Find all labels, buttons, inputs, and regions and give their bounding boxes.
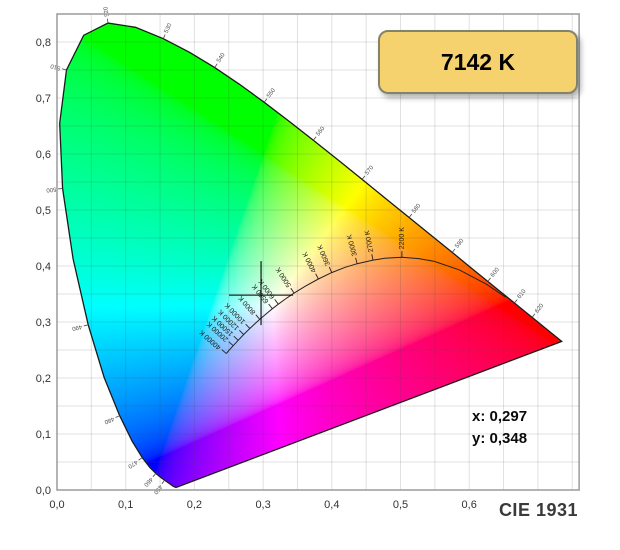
cct-tick-label: 3600 K: [317, 243, 332, 266]
wavelength-tick-label: 620: [534, 303, 545, 315]
wavelength-tick-label: 460: [142, 476, 154, 488]
wavelength-tick-label: 480: [103, 415, 115, 425]
cct-tick-label: 3000 K: [346, 233, 358, 257]
y-tick-label: 0,2: [36, 373, 51, 385]
x-axis: 0,0 0,1 0,2 0,3 0,4 0,5 0,6: [49, 499, 476, 511]
planckian-locus-curve: [225, 256, 506, 354]
wavelength-tick: [161, 479, 165, 484]
wavelength-ticks: 4504604704804905005105205305405505605705…: [45, 6, 545, 496]
cct-tick-label: 8000 K: [237, 294, 257, 316]
cct-tick: [315, 273, 319, 280]
x-tick-label: 0,6: [462, 499, 477, 511]
wavelength-tick: [531, 313, 536, 318]
cct-tick: [221, 349, 227, 354]
x-tick-label: 0,3: [255, 499, 270, 511]
y-tick-label: 0,0: [36, 485, 51, 497]
spectral-locus-outline: [59, 22, 563, 488]
wavelength-tick-label: 560: [315, 125, 326, 137]
wavelength-tick: [487, 277, 491, 282]
wavelength-tick: [214, 63, 218, 68]
y-tick-label: 0,8: [36, 37, 51, 49]
cct-tick: [245, 323, 251, 329]
chromaticity-marker[interactable]: [229, 261, 294, 326]
cct-tick: [233, 335, 239, 341]
y-axis: 0,0 0,1 0,2 0,3 0,4 0,5 0,6 0,7 0,8: [36, 37, 51, 497]
y-tick-label: 0,3: [36, 317, 51, 329]
x-tick-label: 0,1: [118, 499, 133, 511]
wavelength-tick: [152, 473, 157, 477]
cct-badge: 7142 K: [378, 30, 578, 94]
wavelength-tick-label: 520: [103, 6, 111, 17]
readout-x: x: 0,297: [472, 408, 528, 425]
wavelength-tick: [263, 98, 268, 103]
cct-tick: [274, 299, 279, 305]
cct-tick-label: 4000 K: [302, 250, 319, 273]
wavelength-tick-label: 510: [49, 62, 61, 71]
wavelength-tick-label: 590: [454, 238, 465, 250]
readout-y: y: 0,348: [472, 430, 528, 447]
wavelength-tick: [83, 324, 89, 327]
plot-border: [56, 13, 580, 491]
x-tick-label: 0,2: [187, 499, 202, 511]
cct-tick-label: 2200 K: [399, 227, 406, 250]
wavelength-tick-label: 600: [490, 267, 501, 279]
y-tick-label: 0,6: [36, 149, 51, 161]
wavelength-tick-label: 500: [45, 185, 56, 192]
cct-tick: [239, 330, 244, 335]
cct-tick: [290, 287, 295, 294]
wavelength-tick-label: 540: [216, 52, 227, 64]
cct-tick: [328, 266, 333, 273]
y-tick-label: 0,5: [36, 205, 51, 217]
grid: [57, 14, 580, 490]
x-tick-label: 0,4: [324, 499, 339, 511]
wavelength-tick: [162, 34, 166, 39]
cct-tick: [228, 341, 234, 347]
wavelength-tick: [451, 248, 456, 253]
cct-tick: [355, 257, 358, 264]
wavelength-tick-label: 530: [164, 22, 174, 34]
cct-tick: [255, 314, 261, 320]
wavelength-tick: [115, 415, 120, 418]
y-tick-label: 0,7: [36, 93, 51, 105]
x-tick-label: 0,0: [49, 499, 64, 511]
cct-badge-label: 7142 K: [440, 48, 516, 75]
coordinate-readout: x: 0,297 y: 0,348: [472, 406, 527, 450]
cct-tick: [371, 254, 374, 261]
cct-tick-label: 2700 K: [364, 229, 375, 252]
wavelength-tick-label: 550: [266, 87, 277, 99]
cct-tick: [268, 303, 273, 310]
wavelength-tick: [313, 136, 317, 141]
wavelength-tick: [106, 18, 109, 24]
diagram-title: CIE 1931: [498, 500, 578, 520]
wavelength-tick-label: 470: [126, 458, 138, 469]
wavelength-tick: [62, 68, 67, 71]
wavelength-tick: [361, 175, 366, 180]
wavelength-tick-label: 570: [364, 164, 375, 176]
x-tick-label: 0,5: [393, 499, 408, 511]
cct-tick-label: 5000 K: [275, 265, 293, 288]
wavelength-tick-label: 490: [71, 323, 83, 332]
wavelength-tick: [408, 213, 413, 218]
wavelength-tick: [514, 299, 518, 304]
y-tick-label: 0,1: [36, 429, 51, 441]
y-tick-label: 0,4: [36, 261, 51, 273]
wavelength-tick-label: 580: [411, 203, 422, 215]
wavelength-tick: [138, 457, 143, 461]
wavelength-tick-label: 610: [517, 288, 528, 300]
